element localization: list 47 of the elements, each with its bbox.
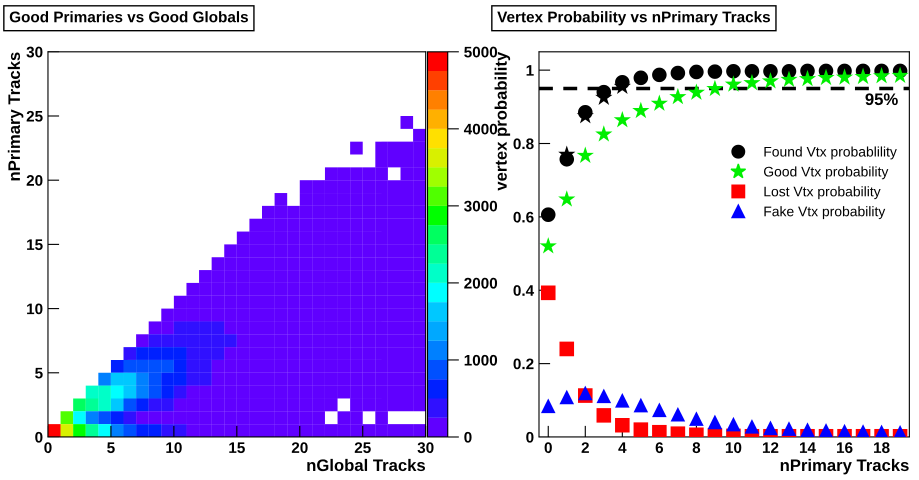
x-tick-label: 16: [837, 442, 852, 454]
y-tick-label: 0.8: [514, 138, 534, 150]
color-bar-label: 1000: [464, 354, 498, 366]
x-tick-label: 18: [874, 442, 890, 454]
y-tick-label: 10: [27, 303, 42, 314]
x-axis-title: nGlobal Tracks: [307, 458, 426, 472]
x-tick-label: 4: [618, 442, 626, 453]
y-tick-label: 0: [526, 432, 534, 443]
y-tick-label: 0.2: [514, 358, 534, 370]
x-tick-label: 10: [166, 442, 182, 454]
color-bar-label: 0: [464, 432, 472, 443]
x-tick-label: 2: [582, 442, 589, 453]
x-tick-label: 6: [656, 442, 664, 454]
chart-title: Vertex Probability vs nPrimary Tracks: [497, 11, 770, 26]
legend-label: Good Vtx probability: [764, 166, 888, 180]
chart-title: Good Primaries vs Good Globals: [10, 11, 248, 22]
color-bar-label: 5000: [464, 46, 498, 58]
y-tick-label: 0.6: [514, 212, 534, 223]
y-tick-label: 5: [35, 368, 43, 378]
legend-label: Found Vtx probablility: [764, 146, 897, 160]
x-tick-label: 0: [544, 442, 552, 454]
x-tick-label: 25: [354, 442, 371, 454]
legend-label: Lost Vtx probability: [764, 186, 881, 200]
y-tick-label: 0.4: [514, 285, 534, 296]
y-tick-label: 25: [26, 110, 43, 122]
x-tick-label: 15: [229, 442, 245, 454]
y-tick-label: 20: [26, 175, 42, 186]
y-tick-label: 30: [26, 46, 42, 58]
x-tick-label: 5: [107, 442, 115, 454]
x-tick-label: 8: [692, 442, 700, 454]
x-tick-label: 10: [726, 442, 742, 454]
color-bar-label: 3000: [464, 200, 498, 212]
y-axis-title: vertex probability: [494, 52, 510, 191]
ref-line-label: 95%: [865, 93, 898, 106]
x-tick-label: 0: [44, 442, 52, 454]
x-axis-title: nPrimary Tracks: [780, 458, 909, 474]
y-tick-label: 1: [526, 65, 534, 76]
legend-label: Fake Vtx probability: [764, 206, 886, 220]
y-tick-label: 15: [27, 239, 43, 250]
x-tick-label: 14: [800, 442, 816, 453]
x-tick-label: 30: [418, 442, 434, 454]
y-tick-label: 0: [35, 432, 42, 443]
x-tick-label: 12: [762, 442, 778, 453]
color-bar-label: 2000: [464, 278, 498, 289]
x-tick-label: 20: [292, 442, 308, 454]
color-bar-label: 4000: [464, 124, 498, 135]
y-axis-title: nPrimary Tracks: [8, 52, 24, 180]
